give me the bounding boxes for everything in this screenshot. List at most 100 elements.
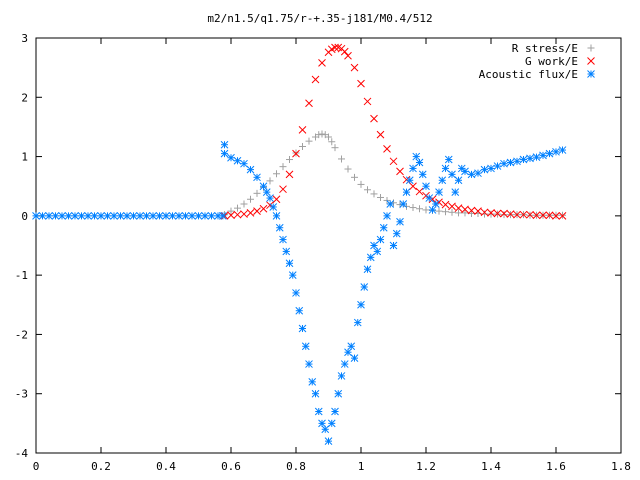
data-point — [227, 207, 235, 215]
x-tick-label: 0.4 — [156, 460, 176, 473]
data-point — [363, 97, 372, 106]
data-point — [500, 211, 508, 219]
data-point — [435, 207, 443, 215]
data-point — [273, 170, 280, 178]
data-point — [279, 185, 287, 194]
data-point — [253, 207, 261, 215]
data-point — [337, 372, 346, 380]
x-tick-label: 1.2 — [416, 460, 436, 473]
data-point — [379, 223, 388, 232]
data-point — [298, 324, 307, 333]
data-point — [377, 193, 384, 201]
data-point — [308, 378, 317, 386]
legend-label: G work/E — [525, 55, 578, 68]
data-point — [327, 419, 336, 428]
y-tick-label: 3 — [21, 32, 28, 45]
data-point — [288, 271, 297, 279]
data-point — [240, 210, 248, 218]
data-point — [259, 204, 268, 213]
y-tick-label: -1 — [15, 269, 28, 282]
data-point — [220, 149, 229, 158]
data-point — [149, 212, 157, 220]
data-point — [474, 207, 482, 215]
data-series — [32, 43, 567, 445]
data-point — [175, 212, 183, 220]
data-point — [292, 289, 300, 297]
data-point — [90, 212, 99, 220]
data-point — [545, 211, 554, 220]
data-point — [474, 169, 482, 178]
data-point — [38, 212, 47, 220]
data-point — [353, 318, 362, 327]
data-point — [386, 200, 395, 208]
data-point — [97, 212, 105, 220]
data-point — [376, 235, 385, 244]
data-point — [334, 389, 343, 398]
data-point — [305, 137, 313, 145]
data-point — [425, 194, 434, 202]
data-point — [299, 142, 306, 150]
x-tick-label: 1 — [358, 460, 365, 473]
data-point — [220, 140, 229, 149]
data-point — [558, 146, 567, 154]
data-point — [526, 210, 534, 219]
data-point — [227, 153, 235, 162]
data-point — [253, 189, 261, 197]
data-point — [201, 212, 209, 220]
data-point — [253, 173, 261, 182]
data-point — [181, 212, 190, 220]
data-point — [338, 155, 345, 163]
data-point — [315, 131, 323, 139]
x-tick-label: 0.2 — [91, 460, 111, 473]
data-point — [363, 265, 372, 274]
data-point — [110, 212, 118, 220]
data-point — [298, 126, 307, 134]
data-point — [314, 407, 323, 416]
data-point — [409, 164, 417, 173]
data-point — [103, 212, 112, 220]
data-point — [162, 212, 170, 220]
data-point — [454, 204, 463, 213]
data-point — [409, 182, 417, 191]
data-point — [376, 130, 385, 139]
legend-label: R stress/E — [512, 42, 578, 55]
data-point — [461, 209, 469, 217]
data-point — [467, 170, 476, 179]
data-point — [438, 176, 447, 185]
data-point — [301, 342, 310, 351]
data-point — [234, 204, 241, 212]
data-point — [350, 354, 359, 362]
data-point — [325, 133, 332, 141]
data-point — [383, 145, 391, 153]
data-point — [418, 170, 427, 179]
data-point — [539, 151, 547, 160]
data-point — [415, 158, 424, 167]
data-point — [129, 212, 138, 220]
data-point — [188, 212, 196, 220]
data-point — [552, 212, 560, 220]
data-point — [246, 165, 255, 174]
data-point — [142, 212, 151, 220]
x-tick-label: 0.8 — [286, 460, 306, 473]
data-point — [233, 156, 242, 165]
data-point — [305, 99, 313, 108]
data-point — [532, 211, 541, 220]
y-tick-label: -3 — [15, 388, 28, 401]
data-point — [344, 51, 352, 60]
data-point — [272, 212, 281, 220]
data-point — [357, 180, 365, 188]
data-point — [136, 212, 144, 220]
data-point — [448, 202, 456, 211]
data-point — [331, 144, 339, 152]
data-point — [442, 208, 449, 216]
data-point — [487, 209, 495, 217]
data-point — [370, 190, 378, 198]
data-point — [328, 138, 336, 146]
data-point — [519, 155, 528, 164]
data-point — [168, 212, 177, 220]
data-point — [444, 155, 453, 164]
data-point — [275, 223, 284, 232]
data-point — [370, 114, 378, 123]
data-point — [513, 210, 521, 219]
data-point — [77, 212, 86, 220]
